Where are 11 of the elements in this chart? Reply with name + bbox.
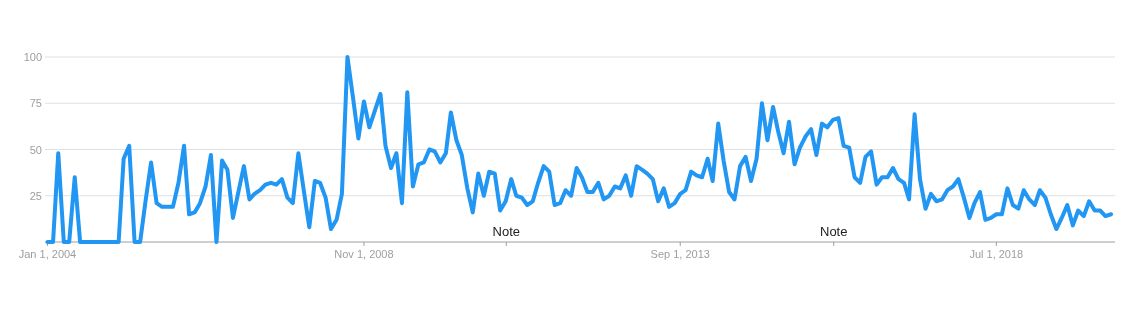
y-tick-label: 100 <box>23 51 42 63</box>
annotation: Note <box>492 224 521 239</box>
line-series <box>45 55 1113 244</box>
y-tick-label: 75 <box>29 97 42 110</box>
x-tick-label: Sep 1, 2013 <box>650 248 710 260</box>
annotation: Note <box>820 224 848 239</box>
x-tick-label: Jul 1, 2018 <box>969 248 1024 260</box>
y-tick-label: 50 <box>29 143 42 156</box>
x-tick-label: Jan 1, 2004 <box>18 248 77 260</box>
x-tick-label: Nov 1, 2008 <box>334 248 394 260</box>
y-tick-label: 25 <box>29 189 42 202</box>
